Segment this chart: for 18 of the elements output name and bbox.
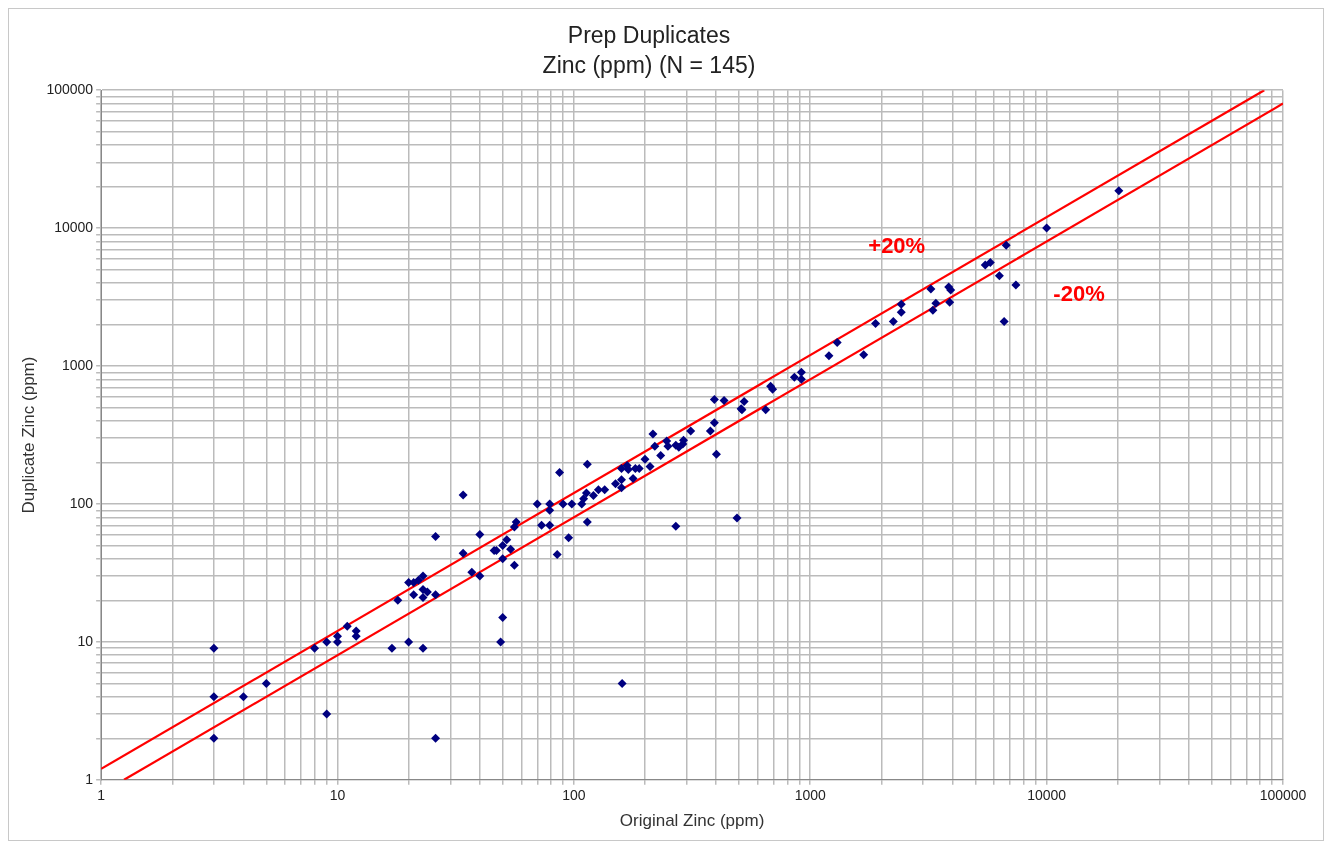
x-axis-title: Original Zinc (ppm) <box>619 811 765 831</box>
x-tick-label: 10000 <box>1027 787 1067 804</box>
chart-title: Prep Duplicates <box>567 22 731 49</box>
x-tick-label: 100 <box>562 787 586 804</box>
y-tick-label: 100 <box>69 494 94 511</box>
series-label: +20% <box>868 232 926 258</box>
x-tick-label: 1000 <box>794 787 827 804</box>
y-tick-label: 10 <box>77 632 94 649</box>
x-tick-label: 10 <box>329 787 346 804</box>
y-axis-title: Duplicate Zinc (ppm) <box>18 356 38 514</box>
y-tick-label: 1 <box>85 770 94 787</box>
x-tick-label: 1 <box>97 787 106 804</box>
y-tick-label: 100000 <box>46 81 94 98</box>
y-tick-label: 1000 <box>61 356 94 373</box>
x-tick-label: 100000 <box>1259 787 1307 804</box>
chart-subtitle: Zinc (ppm) (N = 145) <box>542 51 756 78</box>
series-label: -20% <box>1053 280 1105 306</box>
y-tick-label: 10000 <box>54 218 94 235</box>
